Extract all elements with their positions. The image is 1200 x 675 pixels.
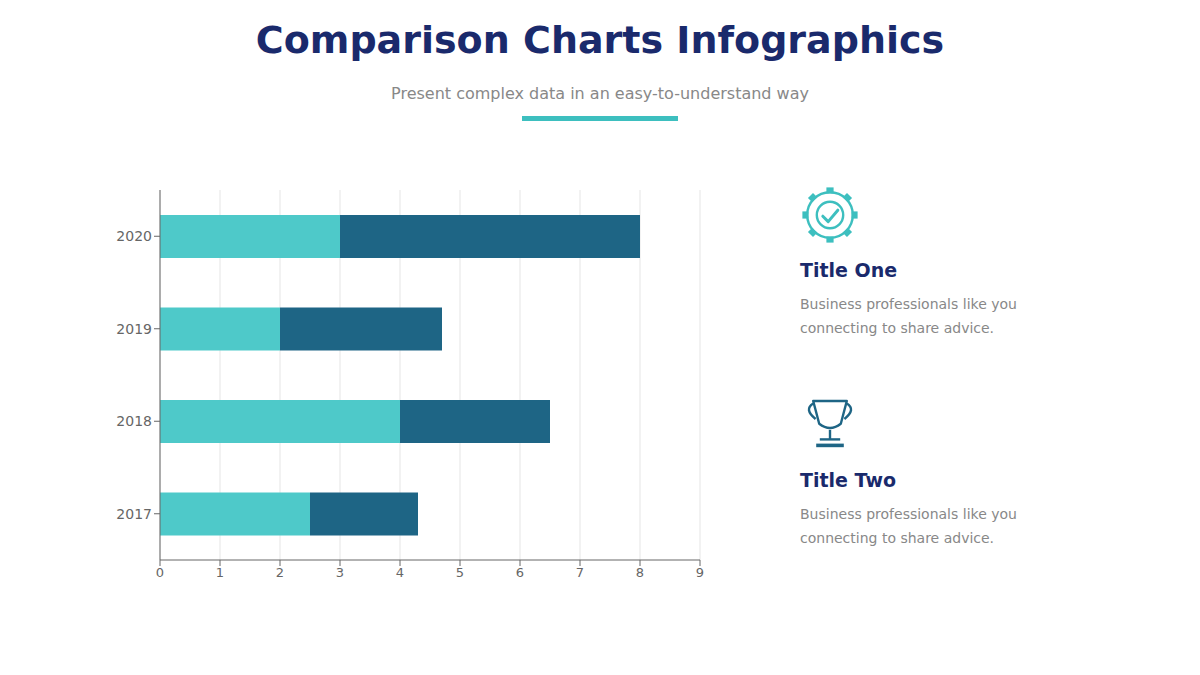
svg-text:5: 5 <box>456 565 464 580</box>
svg-text:2: 2 <box>276 565 284 580</box>
html-text:Comparison Charts Infographics: Comparison Charts Infographics <box>255 18 945 62</box>
html-text:Title Two: Title Two <box>800 469 897 491</box>
svg-text:7: 7 <box>576 565 584 580</box>
svg-text:9: 9 <box>696 565 704 580</box>
svg-text:8: 8 <box>636 565 644 580</box>
svg-text:2017: 2017 <box>116 506 152 522</box>
svg-text:0: 0 <box>156 565 164 580</box>
html-text:Title One: Title One <box>800 259 898 281</box>
html-text:Present complex data in an eas: Present complex data in an easy-to-under… <box>391 84 809 103</box>
svg-text:2018: 2018 <box>116 413 152 429</box>
html-text:Business professionals like yo: Business professionals like you connecti… <box>800 296 1017 336</box>
svg-text:2020: 2020 <box>116 228 152 244</box>
svg-text:6: 6 <box>516 565 524 580</box>
svg-text:3: 3 <box>336 565 344 580</box>
html-text:Business professionals like yo: Business professionals like you connecti… <box>800 506 1017 546</box>
svg-text:1: 1 <box>216 565 224 580</box>
svg-text:4: 4 <box>396 565 404 580</box>
svg-text:2019: 2019 <box>116 321 152 337</box>
